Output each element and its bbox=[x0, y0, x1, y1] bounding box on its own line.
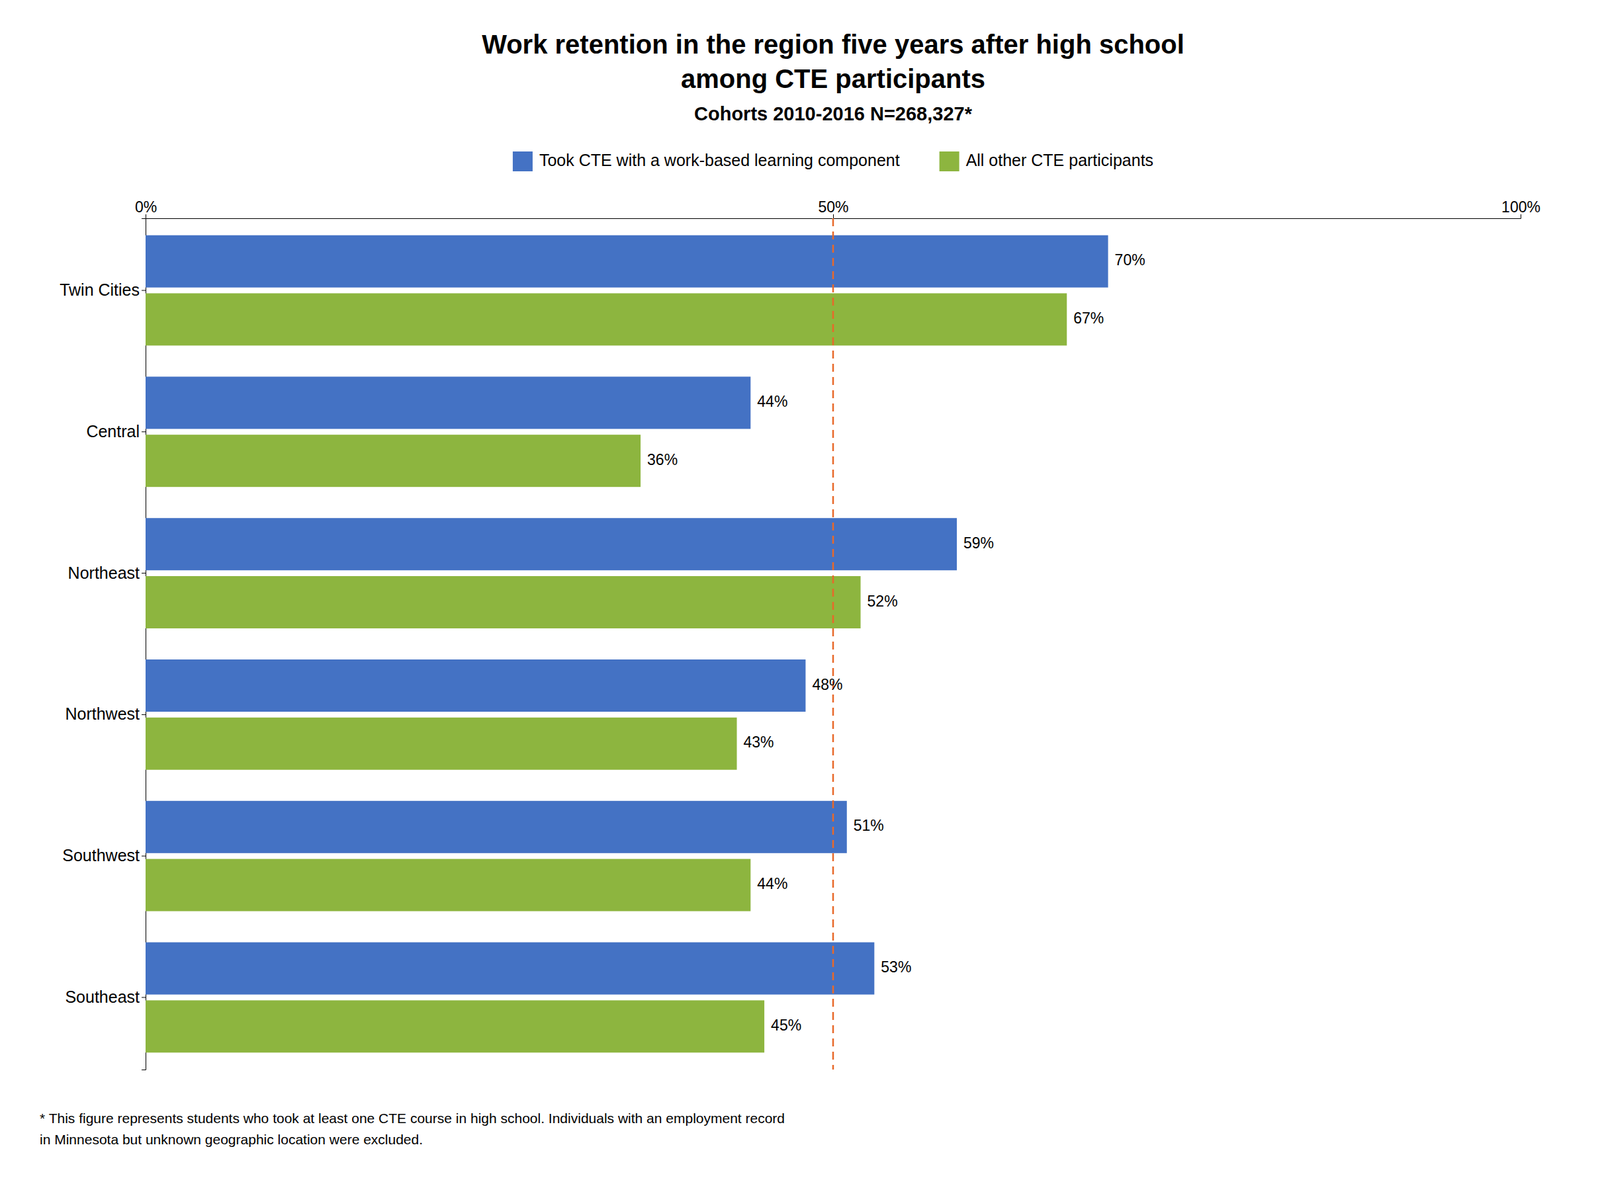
bar bbox=[145, 576, 861, 629]
data-label: 59% bbox=[963, 534, 994, 552]
bar bbox=[145, 518, 957, 571]
subtitle: Cohorts 2010-2016 N=268,327* bbox=[694, 103, 973, 125]
y-tick: Southwest bbox=[62, 846, 146, 865]
series bbox=[145, 293, 1067, 1053]
tick-label: Twin Cities bbox=[59, 280, 140, 300]
data-label: 67% bbox=[1073, 309, 1104, 327]
y-tick: Twin Cities bbox=[59, 280, 146, 300]
data-label: 44% bbox=[756, 875, 788, 893]
y-tick: Northeast bbox=[68, 563, 146, 583]
tick-label: Northwest bbox=[64, 704, 140, 724]
tick-label: Northeast bbox=[68, 563, 140, 583]
data-label: 51% bbox=[853, 817, 885, 835]
bar bbox=[145, 942, 875, 996]
bar bbox=[145, 434, 641, 488]
data-label: 48% bbox=[811, 676, 843, 694]
bar bbox=[145, 859, 751, 912]
y-axis: Twin Cities Central Northeast Northwest Sout… bbox=[59, 219, 146, 1071]
bar bbox=[145, 717, 738, 771]
tick-mark bbox=[141, 997, 146, 998]
bar bbox=[145, 1000, 765, 1053]
data-label: 45% bbox=[770, 1017, 802, 1035]
data-label: 52% bbox=[867, 592, 898, 611]
x-tick: 100% bbox=[1501, 198, 1541, 219]
bar bbox=[145, 293, 1067, 346]
x-tick: 50% bbox=[817, 198, 849, 219]
data-label: 44% bbox=[756, 393, 788, 411]
data-label: 36% bbox=[647, 451, 678, 469]
bar bbox=[145, 376, 751, 429]
bar bbox=[145, 801, 847, 854]
tick-mark bbox=[141, 573, 146, 574]
chart-svg: Work retention in the region five years … bbox=[0, 0, 1600, 1182]
title: Work retention in the region five years … bbox=[481, 29, 1185, 59]
series bbox=[145, 235, 1109, 996]
data-label: 53% bbox=[880, 958, 912, 977]
tick-mark bbox=[141, 856, 146, 857]
y-tick: Northwest bbox=[64, 704, 146, 724]
plot-area bbox=[145, 218, 1109, 1070]
title: among CTE participants bbox=[680, 64, 986, 94]
tick-label: Southeast bbox=[64, 987, 140, 1007]
tick-label: Central bbox=[86, 422, 140, 441]
legend-swatch bbox=[512, 151, 533, 172]
y-tick: Central bbox=[86, 422, 146, 441]
legend-label: All other CTE participants bbox=[966, 150, 1154, 170]
tick-label: 0% bbox=[134, 198, 157, 216]
legend-item: Took CTE with a work-based learning comp… bbox=[512, 150, 900, 172]
tick-mark bbox=[141, 290, 146, 292]
y-tick: Southeast bbox=[64, 987, 146, 1007]
tick-label: 100% bbox=[1501, 198, 1541, 216]
data-label: 70% bbox=[1114, 251, 1146, 269]
tick-label: Southwest bbox=[62, 846, 140, 865]
tick-label: 50% bbox=[817, 198, 849, 216]
x-tick: 0% bbox=[134, 198, 157, 219]
data-labels: 70% 44% 59% 48% 51% 53% 67% 36% 52% 43% 44% 45% bbox=[647, 251, 1146, 1035]
reference-line bbox=[832, 218, 835, 1070]
x-axis: 0% 50% 100% bbox=[134, 198, 1541, 220]
bar bbox=[145, 659, 806, 712]
legend-swatch bbox=[939, 151, 960, 172]
footnote: * This figure represents students who to… bbox=[39, 1111, 785, 1127]
data-label: 43% bbox=[743, 733, 775, 752]
legend-item: All other CTE participants bbox=[939, 150, 1154, 172]
axis-line bbox=[141, 219, 147, 1071]
legend: Took CTE with a work-based learning comp… bbox=[512, 150, 1154, 172]
tick-mark bbox=[141, 431, 146, 433]
legend-label: Took CTE with a work-based learning comp… bbox=[539, 150, 900, 170]
tick-mark bbox=[141, 714, 146, 716]
footnote: in Minnesota but unknown geographic loca… bbox=[39, 1132, 423, 1148]
bar bbox=[145, 235, 1109, 288]
